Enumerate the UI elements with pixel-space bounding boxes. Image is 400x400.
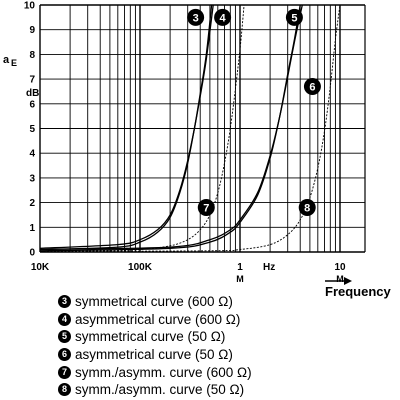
marker-number: 8 [304,203,310,215]
marker-number: 5 [291,13,297,25]
legend-marker: 3 [58,295,71,309]
y-tick-label: 8 [29,50,35,61]
y-axis-label-sub: E [11,58,17,68]
y-tick-label: 9 [29,25,35,36]
marker-number: 4 [220,13,227,25]
curve-marker-5: 5 [285,8,303,26]
legend-item: 8 symm./asymm. curve (50 Ω) [58,381,252,399]
frequency-arrow-head [344,277,352,285]
marker-circle [214,8,232,26]
curve-marker-6: 6 [303,78,321,96]
y-tick-label: 2 [29,198,35,209]
x-tick-label: 1 [237,262,243,273]
legend-item: 6 asymmetrical curve (50 Ω) [58,346,252,364]
x-axis-label: Frequency [325,284,392,299]
y-tick-label: 4 [29,149,35,160]
marker-number: 7 [203,203,209,215]
curve-markers: 3 4 5 6 7 8 [187,8,321,217]
legend-label: symmetrical curve (50 Ω) [75,329,226,345]
legend-marker: 4 [58,312,71,326]
marker-number: 6 [309,82,315,94]
x-axis-unit: Hz [263,262,275,273]
legend-marker: 6 [58,348,71,362]
marker-circle [285,8,303,26]
y-axis-label: a [3,54,10,66]
legend-marker: 5 [58,330,71,344]
curve-marker-3: 3 [187,8,205,26]
legend-item: 7 symm./asymm. curve (600 Ω) [58,363,252,381]
legend-label: symm./asymm. curve (50 Ω) [75,382,245,398]
legend-item: 5 symmetrical curve (50 Ω) [58,328,252,346]
legend-marker: 8 [58,383,71,397]
marker-circle [298,199,316,217]
curve-4 [39,4,214,249]
curve-6 [39,4,303,251]
y-tick-label: 1 [29,223,35,234]
legend-label: symm./asymm. curve (600 Ω) [75,364,252,380]
legend-label: symmetrical curve (600 Ω) [75,294,233,310]
legend: 3 symmetrical curve (600 Ω) 4 asymmetric… [58,293,252,399]
y-tick-label: 10 [24,1,36,12]
marker-circle [197,199,215,217]
x-tick-label: 10 [334,262,346,273]
curve-marker-4: 4 [214,8,232,26]
frequency-axis-label: Frequency [325,277,392,299]
curve-8 [39,4,341,252]
legend-marker: 7 [58,365,71,379]
x-tick-label: 100K [128,262,153,273]
legend-item: 3 symmetrical curve (600 Ω) [58,293,252,311]
curves [39,4,341,252]
x-tick-label: 10K [31,262,50,273]
y-tick-label: 0 [29,248,35,259]
y-tick-label: 7 [29,75,35,86]
y-tick-labels: 0 1 2 3 4 5 6 7 8 9 10 [24,1,36,259]
x-tick-sublabel: M [336,274,344,284]
curve-marker-7: 7 [197,199,215,217]
y-tick-label: 3 [29,173,35,184]
curve-marker-8: 8 [298,199,316,217]
legend-label: asymmetrical curve (50 Ω) [75,347,233,363]
marker-circle [303,78,321,96]
legend-label: asymmetrical curve (600 Ω) [75,311,241,327]
curve-3 [39,4,213,251]
x-tick-sublabel: M [236,274,244,284]
y-axis-unit: dB [26,88,39,99]
y-tick-label: 6 [29,99,35,110]
legend-item: 4 asymmetrical curve (600 Ω) [58,311,252,329]
marker-number: 3 [193,13,199,25]
marker-circle [187,8,205,26]
y-tick-label: 5 [29,124,35,135]
